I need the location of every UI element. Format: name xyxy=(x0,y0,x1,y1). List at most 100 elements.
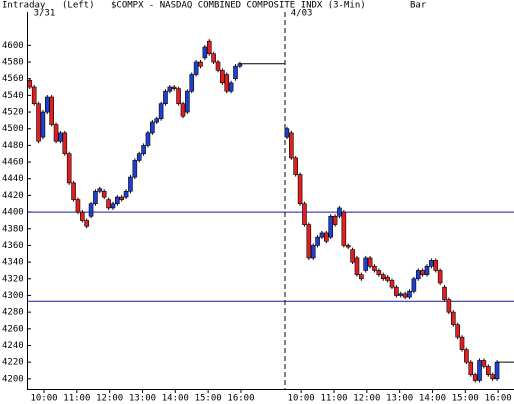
y-tick-label: 4220 xyxy=(2,358,24,368)
candle xyxy=(394,286,399,296)
candle xyxy=(224,74,230,92)
candle xyxy=(310,245,316,259)
candle xyxy=(233,65,238,79)
candle xyxy=(302,203,307,225)
candle xyxy=(389,280,395,288)
x-tick-label: 11:00 xyxy=(320,394,347,404)
candle xyxy=(350,249,355,263)
candle xyxy=(398,293,404,296)
x-tick-label: 11:00 xyxy=(63,394,90,404)
y-tick-label: 4440 xyxy=(2,174,24,184)
candle xyxy=(345,245,351,248)
candle xyxy=(341,211,347,246)
candle xyxy=(84,220,89,227)
y-tick-label: 4520 xyxy=(2,108,24,118)
candle xyxy=(36,103,41,142)
y-tick-label: 4460 xyxy=(2,158,24,168)
candle xyxy=(354,257,360,275)
candle xyxy=(150,121,155,134)
candle xyxy=(442,286,447,300)
y-tick-label: 4200 xyxy=(2,374,24,384)
candle xyxy=(66,153,72,184)
header-mode: Intraday xyxy=(2,1,46,11)
y-tick-label: 4240 xyxy=(2,341,24,351)
candle xyxy=(297,174,303,205)
candle xyxy=(446,299,452,313)
candle xyxy=(132,160,138,178)
candle xyxy=(363,257,369,271)
candle xyxy=(123,190,129,198)
candle xyxy=(324,232,329,242)
y-tick-label: 4600 xyxy=(2,41,24,51)
candle xyxy=(198,61,203,67)
candle xyxy=(176,88,181,105)
candle xyxy=(80,211,85,221)
x-tick-label: 13:00 xyxy=(129,394,156,404)
y-tick-label: 4480 xyxy=(2,141,24,151)
candle xyxy=(402,293,408,298)
candle xyxy=(119,196,125,200)
candle xyxy=(293,157,298,175)
candle xyxy=(468,361,474,375)
candle xyxy=(372,265,377,271)
y-tick-label: 4560 xyxy=(2,74,24,84)
candle xyxy=(171,86,177,90)
date-label: 3/31 xyxy=(34,9,56,19)
x-tick-label: 16:00 xyxy=(227,394,254,404)
candle xyxy=(411,278,417,292)
x-tick-label: 10:00 xyxy=(288,394,315,404)
candle xyxy=(202,46,208,59)
candle xyxy=(315,236,320,246)
candle xyxy=(71,182,76,200)
y-tick-label: 4420 xyxy=(2,191,24,201)
candle xyxy=(158,103,164,120)
y-tick-label: 4540 xyxy=(2,91,24,101)
candle xyxy=(163,90,168,105)
header-axis: (Left) xyxy=(62,1,95,11)
candle xyxy=(101,190,107,198)
candle xyxy=(228,82,234,92)
x-tick-label: 15:00 xyxy=(195,394,222,404)
candle xyxy=(328,215,334,238)
x-tick-label: 14:00 xyxy=(419,394,446,404)
candle xyxy=(433,260,439,271)
y-tick-label: 4380 xyxy=(2,224,24,234)
x-tick-label: 12:00 xyxy=(96,394,123,404)
candle xyxy=(424,265,430,275)
header-symbol: $COMPX - NASDAQ COMBINED COMPOSITE INDX … xyxy=(111,1,366,11)
candle xyxy=(437,270,443,284)
candle xyxy=(407,290,412,298)
x-tick-label: 16:00 xyxy=(485,394,512,404)
candle xyxy=(27,80,33,88)
x-tick-label: 13:00 xyxy=(386,394,413,404)
candle xyxy=(284,128,290,138)
candle xyxy=(455,324,460,338)
candle xyxy=(58,132,63,142)
candle xyxy=(75,199,81,213)
candle xyxy=(464,349,469,363)
candle xyxy=(110,203,116,209)
candle xyxy=(62,132,68,155)
candle xyxy=(97,188,103,192)
candle xyxy=(53,124,59,142)
candle xyxy=(185,90,190,113)
candle xyxy=(429,260,434,267)
candle xyxy=(459,336,465,350)
candle xyxy=(136,153,142,161)
candle xyxy=(332,215,338,225)
y-tick-label: 4320 xyxy=(2,274,24,284)
candle xyxy=(319,232,325,238)
y-tick-label: 4260 xyxy=(2,324,24,334)
candle xyxy=(211,53,216,63)
candle xyxy=(494,361,500,380)
y-tick-label: 4280 xyxy=(2,308,24,318)
candle xyxy=(477,360,482,381)
x-tick-label: 15:00 xyxy=(452,394,479,404)
y-tick-label: 4500 xyxy=(2,124,24,134)
candle xyxy=(154,118,160,123)
candle xyxy=(40,111,46,138)
y-tick-label: 4400 xyxy=(2,208,24,218)
candle xyxy=(206,40,212,54)
y-tick-label: 4360 xyxy=(2,241,24,251)
